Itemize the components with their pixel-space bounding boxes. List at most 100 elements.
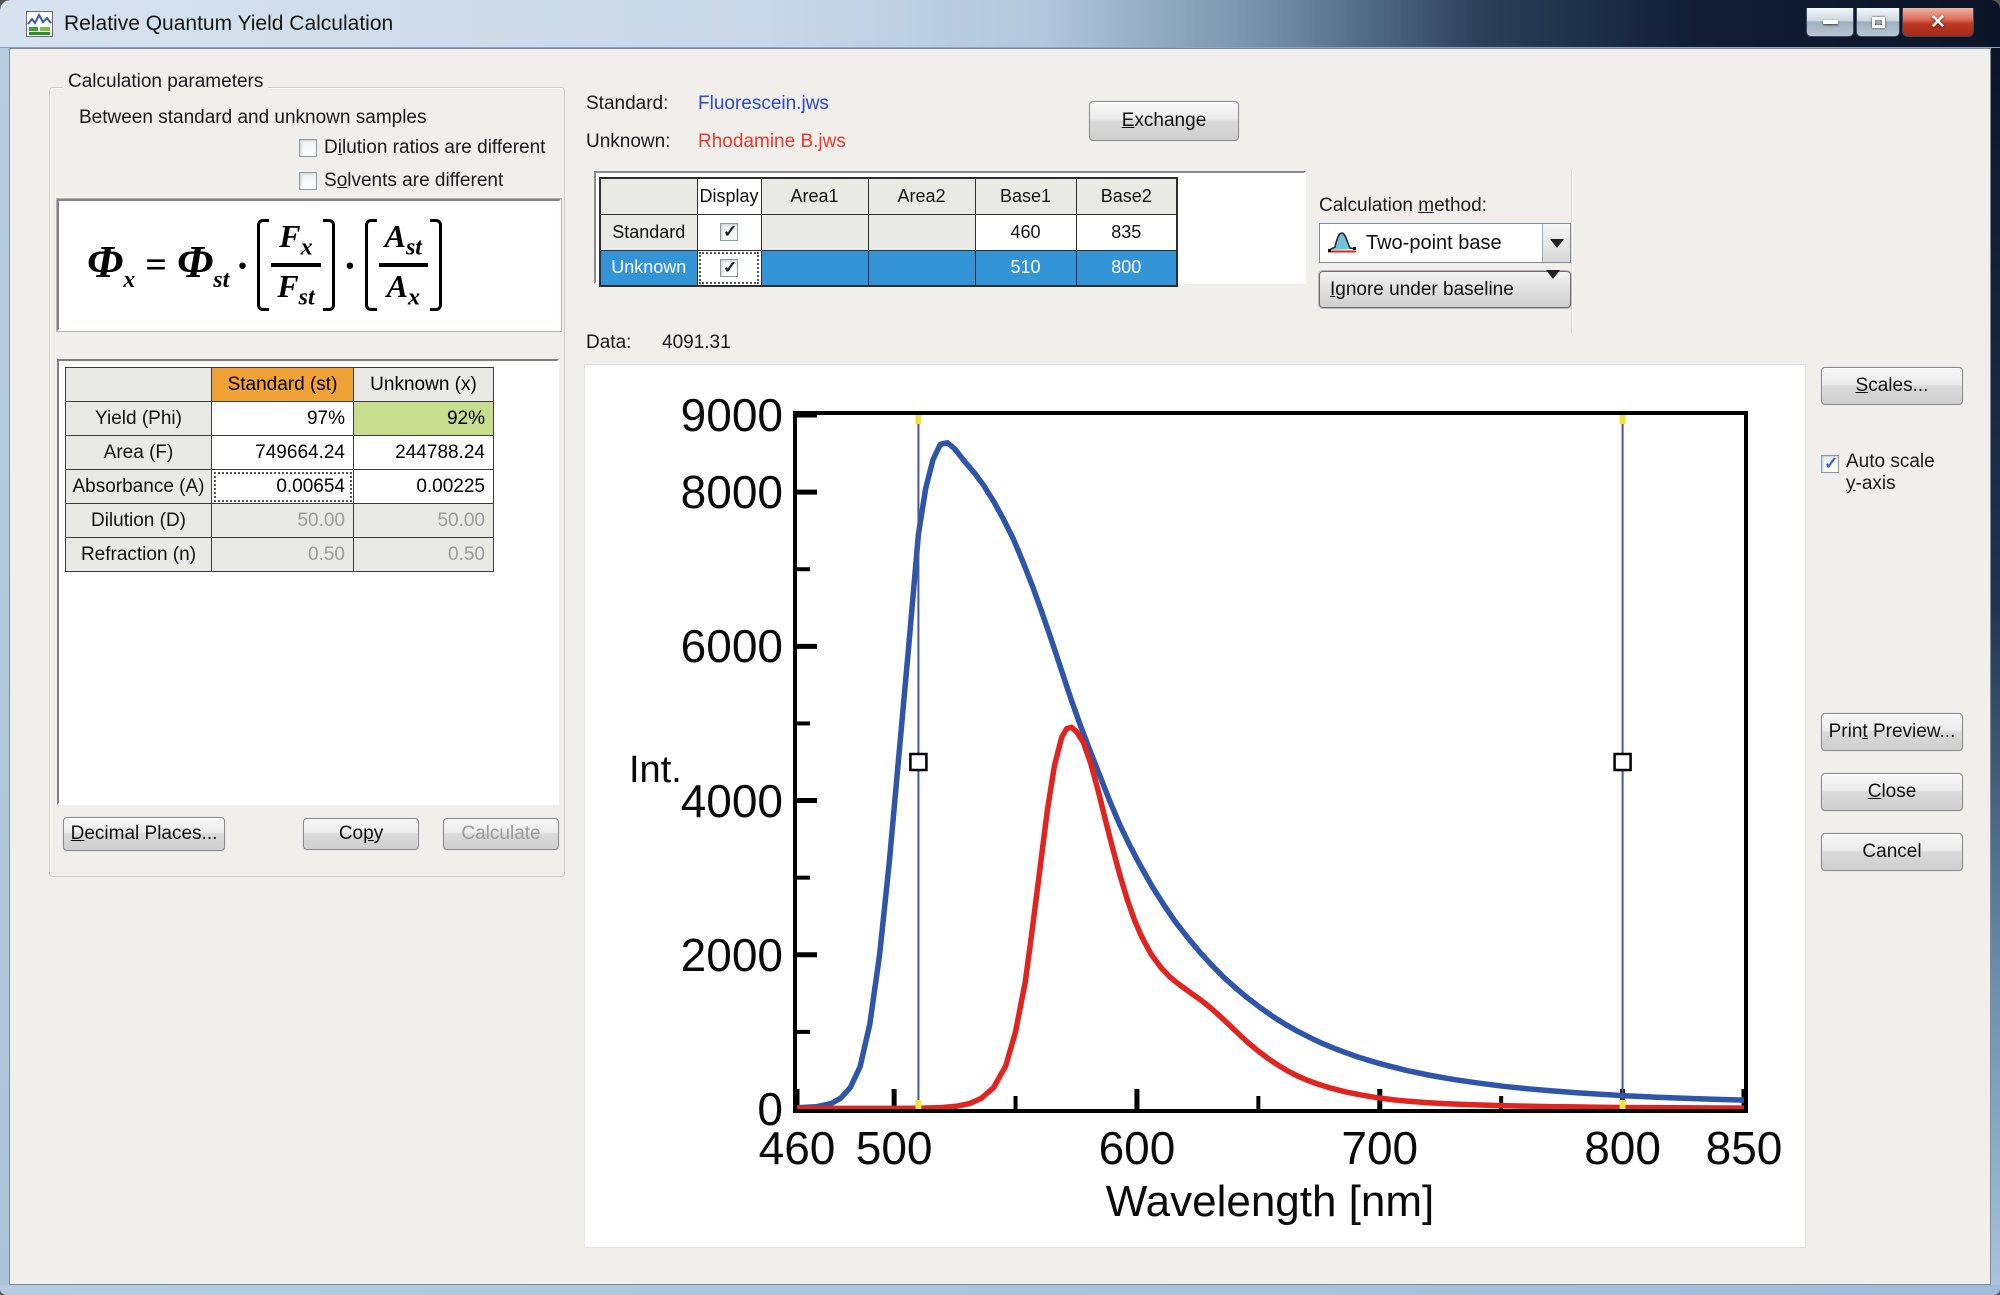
dilution-checkbox-row: Dilution ratios are different	[299, 137, 545, 159]
corner-cell	[65, 367, 212, 402]
close-dialog-button[interactable]: Close	[1821, 773, 1963, 811]
table-row: Refraction (n) 0.50 0.50	[65, 537, 494, 572]
spectrum-plot[interactable]	[797, 415, 1744, 1109]
standard-display-checkbox[interactable]	[720, 222, 738, 242]
solvents-checkbox[interactable]	[299, 172, 317, 190]
window-frame-left	[0, 48, 9, 1285]
refraction-row-label: Refraction (n)	[65, 537, 212, 572]
x-tick-label: 850	[1705, 1122, 1783, 1174]
exchange-button[interactable]: Exchange	[1089, 101, 1239, 141]
standard-label: Standard:	[586, 93, 669, 114]
table-row: Area (F) 749664.24 244788.24	[65, 435, 494, 470]
y-tick-label: 8000	[680, 466, 783, 519]
close-button[interactable]: ✕	[1902, 8, 1974, 37]
quantum-yield-formula: Φx = Φst · Fx Fst · Ast Ax	[87, 219, 444, 311]
grid-row-unknown[interactable]: Unknown 510 800	[599, 249, 1178, 287]
right-cursor-handle[interactable]	[1615, 754, 1631, 770]
grid-row-standard[interactable]: Standard 460 835	[599, 213, 1178, 251]
y-tick-label: 9000	[680, 389, 783, 441]
area-row-label: Area (F)	[65, 435, 212, 470]
base2-header: Base2	[1075, 177, 1178, 215]
absorbance-standard-cell[interactable]: 0.00654	[211, 469, 354, 504]
dilution-checkbox[interactable]	[299, 139, 317, 157]
display-header: Display	[696, 177, 762, 215]
yield-unknown-cell[interactable]: 92%	[353, 401, 494, 436]
app-icon	[26, 11, 53, 37]
cancel-button[interactable]: Cancel	[1821, 833, 1963, 871]
formula-panel: Φx = Φst · Fx Fst · Ast Ax	[57, 199, 561, 331]
print-preview-button[interactable]: Print Preview...	[1821, 713, 1963, 751]
standard-area1-cell[interactable]	[760, 213, 869, 251]
y-axis-title: Int.	[629, 749, 682, 791]
refraction-standard-cell: 0.50	[211, 537, 354, 572]
dilution-unknown-cell: 50.00	[353, 503, 494, 538]
data-label: Data:	[586, 332, 632, 353]
ranges-grid: Display Area1 Area2 Base1 Base2 Standard…	[599, 177, 1178, 287]
scales-button[interactable]: Scales...	[1821, 367, 1963, 405]
chevron-down-icon	[1549, 238, 1564, 248]
x-tick-label: 500	[855, 1122, 933, 1174]
y-tick-label: 6000	[680, 620, 783, 673]
absorbance-unknown-cell[interactable]: 0.00225	[353, 469, 494, 504]
dilution-row-label: Dilution (D)	[65, 503, 212, 538]
copy-button[interactable]: Copy	[303, 818, 419, 850]
standard-display-cell[interactable]	[696, 213, 762, 251]
refraction-unknown-cell: 0.50	[353, 537, 494, 572]
maximize-button[interactable]	[1856, 8, 1900, 37]
x-tick-label: 460	[758, 1122, 836, 1174]
section-divider	[1571, 169, 1573, 334]
standard-base2-cell[interactable]: 835	[1075, 213, 1178, 251]
grid-corner	[599, 177, 698, 215]
area-standard-cell[interactable]: 749664.24	[211, 435, 354, 470]
chevron-down-icon	[1546, 269, 1560, 301]
standard-area2-cell[interactable]	[867, 213, 976, 251]
x-tick-label: 700	[1341, 1122, 1419, 1174]
table-row: Yield (Phi) 97% 92%	[65, 401, 494, 436]
base1-header: Base1	[974, 177, 1077, 215]
unknown-base1-cell[interactable]: 510	[974, 249, 1077, 287]
solvents-checkbox-label: Solvents are different	[324, 170, 504, 191]
unknown-display-cell[interactable]	[696, 249, 762, 287]
unknown-row-header[interactable]: Unknown	[599, 249, 698, 287]
area2-header: Area2	[867, 177, 976, 215]
yield-standard-cell[interactable]: 97%	[211, 401, 354, 436]
unknown-column-header: Unknown (x)	[353, 367, 494, 402]
standard-base1-cell[interactable]: 460	[974, 213, 1077, 251]
calculate-button: Calculate	[443, 818, 559, 850]
absorbance-row-label: Absorbance (A)	[65, 469, 212, 504]
autoscale-row: Auto scale y-axis	[1821, 451, 1935, 495]
unknown-area1-cell[interactable]	[760, 249, 869, 287]
minimize-button[interactable]	[1806, 8, 1854, 37]
standard-filename: Fluorescein.jws	[698, 93, 829, 114]
autoscale-checkbox[interactable]	[1821, 454, 1839, 474]
plot-frame	[793, 411, 1748, 1113]
window-frame-right	[1991, 48, 2000, 1285]
two-point-base-icon	[1328, 232, 1356, 253]
autoscale-label: Auto scale y-axis	[1846, 451, 1935, 494]
yield-row-label: Yield (Phi)	[65, 401, 212, 436]
maximize-icon	[1871, 16, 1885, 28]
data-value: 4091.31	[662, 332, 731, 353]
combobox-dropdown-button[interactable]	[1542, 224, 1570, 262]
title-bar[interactable]: Relative Quantum Yield Calculation ✕	[0, 0, 2000, 48]
calculation-method-combobox[interactable]: Two-point base	[1319, 223, 1571, 263]
unknown-filename: Rhodamine B.jws	[698, 131, 846, 152]
unknown-base2-cell[interactable]: 800	[1075, 249, 1178, 287]
dilution-checkbox-label: Dilution ratios are different	[324, 137, 546, 158]
decimal-places-button[interactable]: Decimal Places...	[63, 817, 225, 851]
left-cursor-handle[interactable]	[910, 754, 926, 770]
close-icon: ✕	[1930, 11, 1946, 33]
groupbox-title: Calculation parameters	[63, 71, 269, 93]
results-table: Standard (st) Unknown (x) Yield (Phi) 97…	[65, 367, 494, 572]
area1-header: Area1	[760, 177, 869, 215]
area-unknown-cell[interactable]: 244788.24	[353, 435, 494, 470]
unknown-area2-cell[interactable]	[867, 249, 976, 287]
baseline-mode-value: Ignore under baseline	[1330, 278, 1514, 300]
between-samples-label: Between standard and unknown samples	[79, 107, 427, 128]
dilution-standard-cell: 50.00	[211, 503, 354, 538]
standard-row-header[interactable]: Standard	[599, 213, 698, 251]
window-frame-bottom	[0, 1285, 2000, 1295]
unknown-display-checkbox[interactable]	[720, 258, 738, 278]
baseline-mode-dropdown[interactable]: Ignore under baseline	[1319, 269, 1571, 308]
spectrum-chart-panel: 9000 8000 6000 4000 2000 0 460 500 600 700 800 850…	[584, 364, 1806, 1248]
